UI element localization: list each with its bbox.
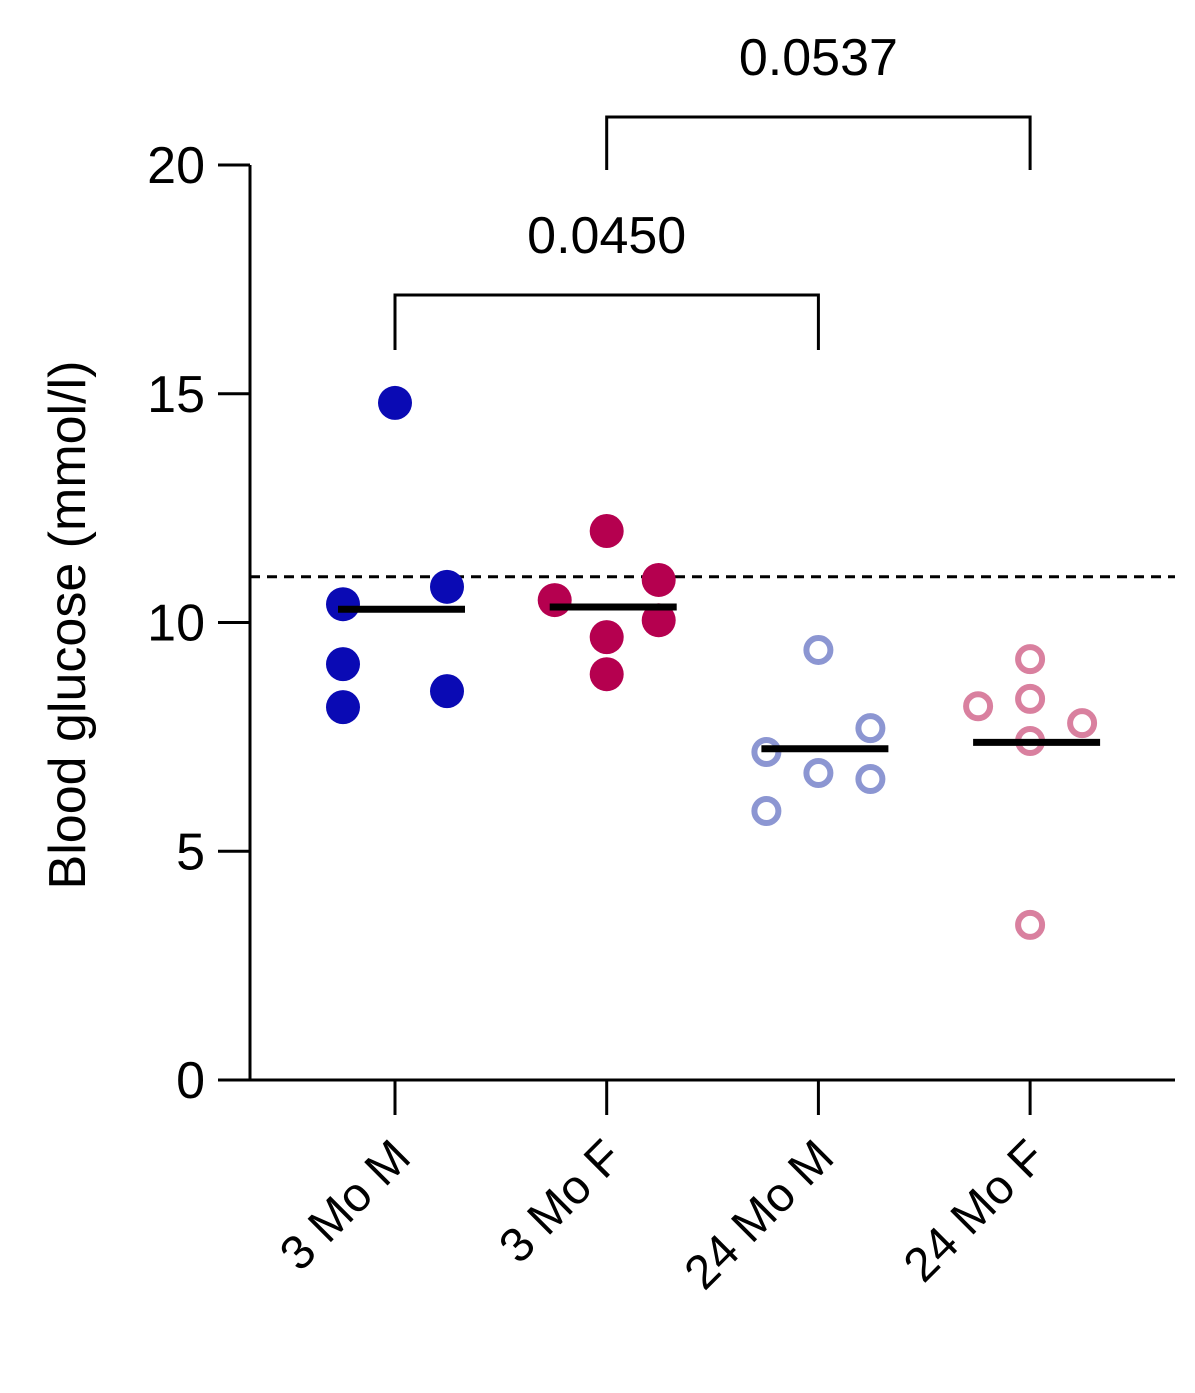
data-point (1015, 683, 1046, 714)
data-point (641, 562, 676, 597)
data-point (1015, 909, 1046, 940)
data-point (537, 583, 572, 618)
x-tick-label: 3 Mo M (270, 1130, 421, 1281)
x-tick-label: 24 Mo M (675, 1130, 845, 1300)
data-point (430, 674, 464, 709)
data-point (855, 713, 886, 744)
data-point (751, 795, 782, 826)
data-point (589, 620, 624, 655)
data-point (803, 758, 834, 789)
p-value: 0.0450 (527, 207, 686, 265)
data-point (326, 647, 360, 682)
y-axis-label: Blood glucose (mmol/l) (39, 361, 97, 890)
data-point (1015, 644, 1046, 675)
data-point (378, 385, 412, 420)
data-point (963, 691, 994, 722)
y-tick-label: 15 (147, 366, 205, 424)
data-point (326, 587, 360, 622)
data-point (855, 763, 886, 794)
significance-bracket (393, 293, 820, 350)
y-tick-label: 10 (147, 595, 205, 653)
y-tick-label: 0 (176, 1052, 205, 1110)
y-tick-label: 20 (147, 137, 205, 195)
data-point (430, 569, 464, 604)
significance-bracket (605, 115, 1032, 170)
data-point (803, 634, 834, 665)
data-point (641, 603, 676, 638)
y-tick-label: 5 (176, 823, 205, 881)
data-point (1067, 708, 1098, 739)
p-value: 0.0537 (739, 29, 898, 87)
data-point (589, 514, 624, 548)
x-tick-label: 24 Mo F (894, 1130, 1056, 1292)
x-tick-label: 3 Mo F (489, 1130, 632, 1273)
data-point (589, 657, 624, 692)
data-point (326, 690, 360, 725)
